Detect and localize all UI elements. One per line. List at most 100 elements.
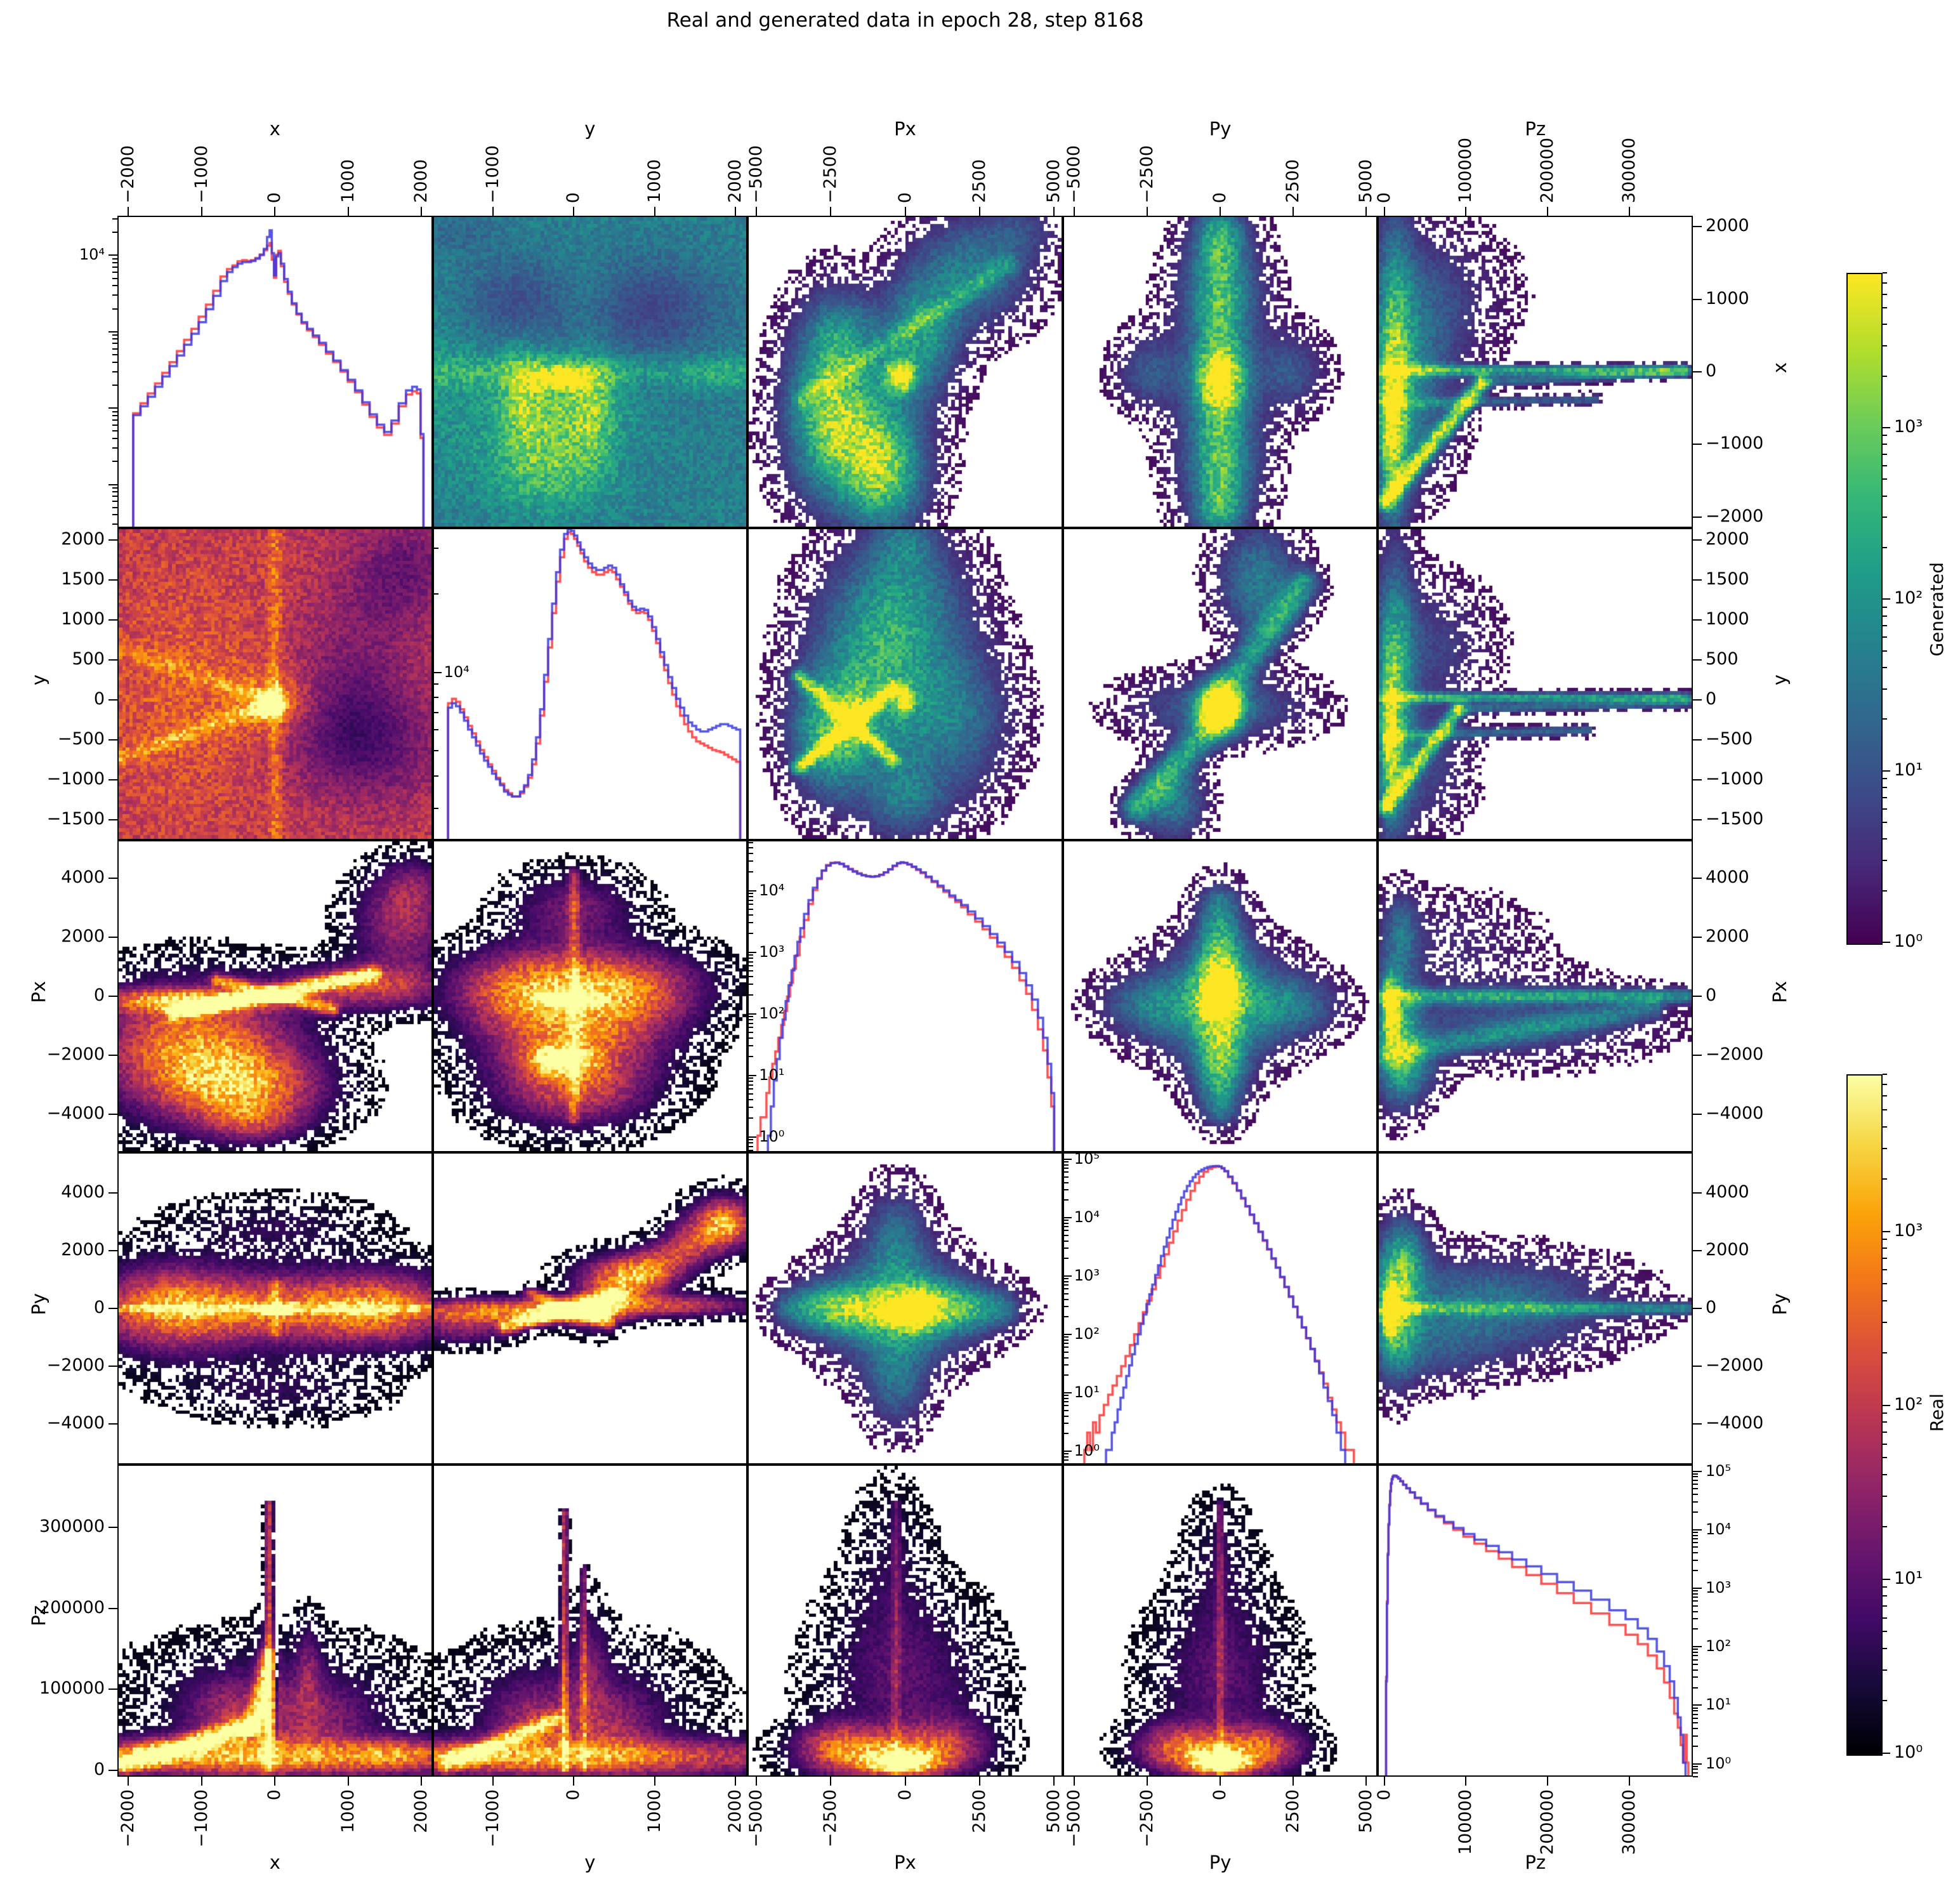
diag-log-tick [1693,1722,1698,1724]
panel-Pz-vs-y-real [432,1465,748,1777]
colorbar-tick-real [1883,1404,1890,1406]
top-tick-label-y: 1000 [644,159,664,203]
colorbar-tick-real [1883,1109,1887,1110]
colorbar-tick-generated [1883,636,1887,638]
panel-y-vs-Py-generated-canvas [1063,529,1377,839]
right-tick-label-x: −1000 [1706,433,1764,454]
diag-log-label: 10² [1074,1324,1100,1343]
top-tick-x [347,207,349,216]
diag-log-tick [749,1018,754,1020]
right-tick-x [1693,371,1702,372]
diag-log-tick [1693,1511,1698,1513]
colorbar-tick-real [1883,1457,1887,1459]
diag-log-tick [1063,1392,1072,1393]
right-tick-y [1693,819,1702,821]
bottom-tick-Py [1365,1777,1367,1786]
colorbar-tick-real [1883,1239,1887,1241]
bottom-tick-label-Py: −5000 [1064,1789,1084,1848]
top-tick-Pz [1546,207,1548,216]
top-tick-label-Pz: 0 [1374,192,1394,203]
panel-y-vs-Px-generated [747,528,1063,840]
panel-Px-vs-Pz-generated [1378,840,1693,1152]
diag-log-tick [1063,1459,1069,1461]
left-tick-y [109,819,117,821]
diag-log-tick [1693,1772,1698,1774]
diag-log-tick [749,895,754,897]
diag-log-tick [1693,1570,1698,1572]
left-tick-label-Px: 0 [93,985,105,1005]
right-tick-label-Px: −2000 [1706,1044,1764,1064]
diag-log-tick [433,671,442,673]
diag-log-label: 10⁴ [79,246,105,264]
colorbar-tick-generated [1883,478,1887,480]
top-tick-y [573,207,575,216]
diag-log-tick [112,384,117,386]
diag-log-label: 10¹ [1706,1695,1732,1714]
colorbar-tick-generated [1883,822,1887,824]
diag-log-tick [109,254,117,256]
right-tick-y [1693,659,1702,661]
right-tick-label-Py: 0 [1706,1298,1717,1317]
colorbar-tick-real [1883,1753,1890,1754]
colorbar-tick-generated [1883,444,1887,445]
colorbar-tick-generated [1883,375,1887,377]
diag-log-tick [1693,1659,1698,1661]
left-tick-Px [109,996,117,997]
right-tick-label-Px: 4000 [1706,867,1749,888]
diag-log-tick [1063,1336,1069,1338]
diag-log-tick [749,1150,754,1152]
diag-log-tick [1063,1423,1069,1425]
row-name-left-Pz: Pz [28,1605,49,1626]
diag-log-tick [112,218,117,220]
bottom-tick-Py [1147,1777,1148,1786]
diag-log-tick [1693,1501,1698,1503]
right-tick-y [1693,699,1702,701]
diag-log-tick [1063,1333,1072,1335]
top-tick-y [735,207,737,216]
colorbar-tick-label-generated: 10³ [1894,417,1923,437]
panel-Py-vs-y-real [432,1152,748,1465]
bottom-tick-Pz [1465,1777,1467,1786]
diag-log-tick [433,775,438,777]
diag-log-tick [1693,1494,1698,1496]
left-tick-label-Py: −4000 [46,1413,105,1433]
diag-log-tick [112,294,117,296]
left-tick-label-y: 1000 [61,609,105,629]
colorbar-generated [1846,273,1883,945]
colorbar-tick-generated [1883,453,1887,455]
diag-log-label: 10¹ [1074,1383,1100,1401]
row-name-left-Px: Px [28,981,49,1003]
diag-log-tick [112,285,117,287]
left-tick-y [109,579,117,581]
panel-hist-y-canvas [433,529,747,839]
diag-log-tick [749,871,754,873]
right-tick-x [1693,226,1702,228]
colorbar-tick-real [1883,1074,1887,1075]
diag-log-tick [1063,1433,1069,1435]
top-tick-Py [1365,207,1367,216]
bottom-tick-label-Pz: 0 [1374,1789,1394,1801]
right-tick-y [1693,579,1702,581]
diag-log-tick [1063,1306,1069,1308]
colorbar-tick-generated [1883,688,1887,690]
diag-log-tick [1693,1559,1698,1561]
left-tick-label-y: 2000 [61,529,105,549]
top-tick-y [492,207,494,216]
colorbar-tick-real [1883,1178,1887,1180]
panel-Py-vs-x-real [117,1152,433,1465]
top-tick-label-x: −2000 [118,145,138,203]
diag-log-tick [112,514,117,516]
colorbar-tick-generated [1883,860,1887,862]
bottom-tick-label-y: −1000 [483,1789,503,1848]
panel-Px-vs-x-real [117,840,433,1152]
bottom-tick-label-Py: 2500 [1283,1789,1303,1833]
panel-Pz-vs-x-real [117,1465,433,1777]
top-tick-label-Px: 0 [895,192,915,203]
bottom-tick-Px [978,1777,980,1786]
diag-log-label: 10⁵ [1074,1150,1100,1168]
diag-log-tick [1063,1280,1069,1282]
diag-log-tick [749,954,754,956]
colorbar-tick-generated [1883,272,1887,273]
diag-log-tick [112,506,117,508]
top-tick-label-Px: 2500 [969,159,989,203]
